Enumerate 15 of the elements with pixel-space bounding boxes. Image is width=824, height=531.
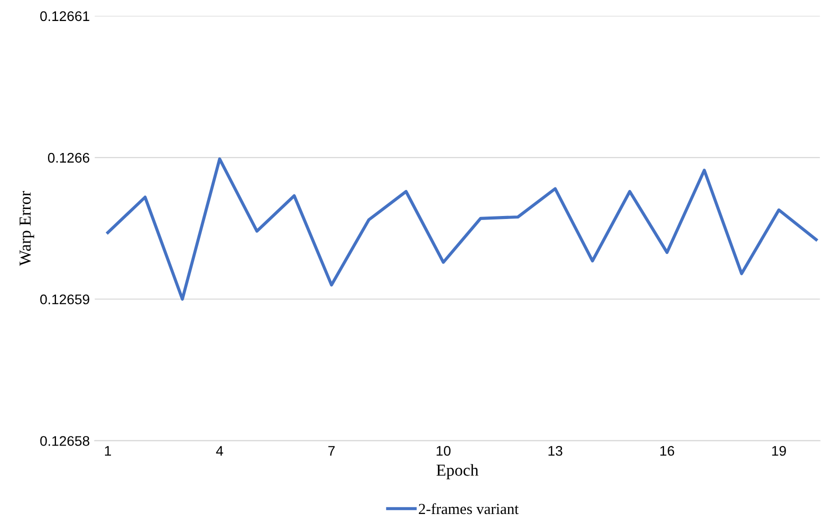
x-tick-label: 10 (436, 446, 451, 456)
y-tick-label: 0.12661 (40, 11, 90, 22)
line-series (106, 157, 818, 301)
x-axis-title: Epoch (436, 464, 478, 480)
y-tick-label: 0.1266 (48, 152, 90, 163)
y-tick-label: 0.12659 (40, 294, 90, 304)
x-tick-label: 19 (772, 446, 786, 456)
y-axis-title: Warp Error (20, 190, 34, 266)
x-tick-label: 7 (328, 446, 335, 456)
y-tick-label: 0.12658 (40, 436, 90, 446)
x-tick-label: 4 (216, 446, 224, 456)
x-tick-label: 16 (660, 446, 674, 456)
legend-label: 2-frames variant (418, 503, 519, 514)
x-tick-label: 13 (548, 446, 562, 456)
x-tick-label: 1 (105, 446, 111, 456)
